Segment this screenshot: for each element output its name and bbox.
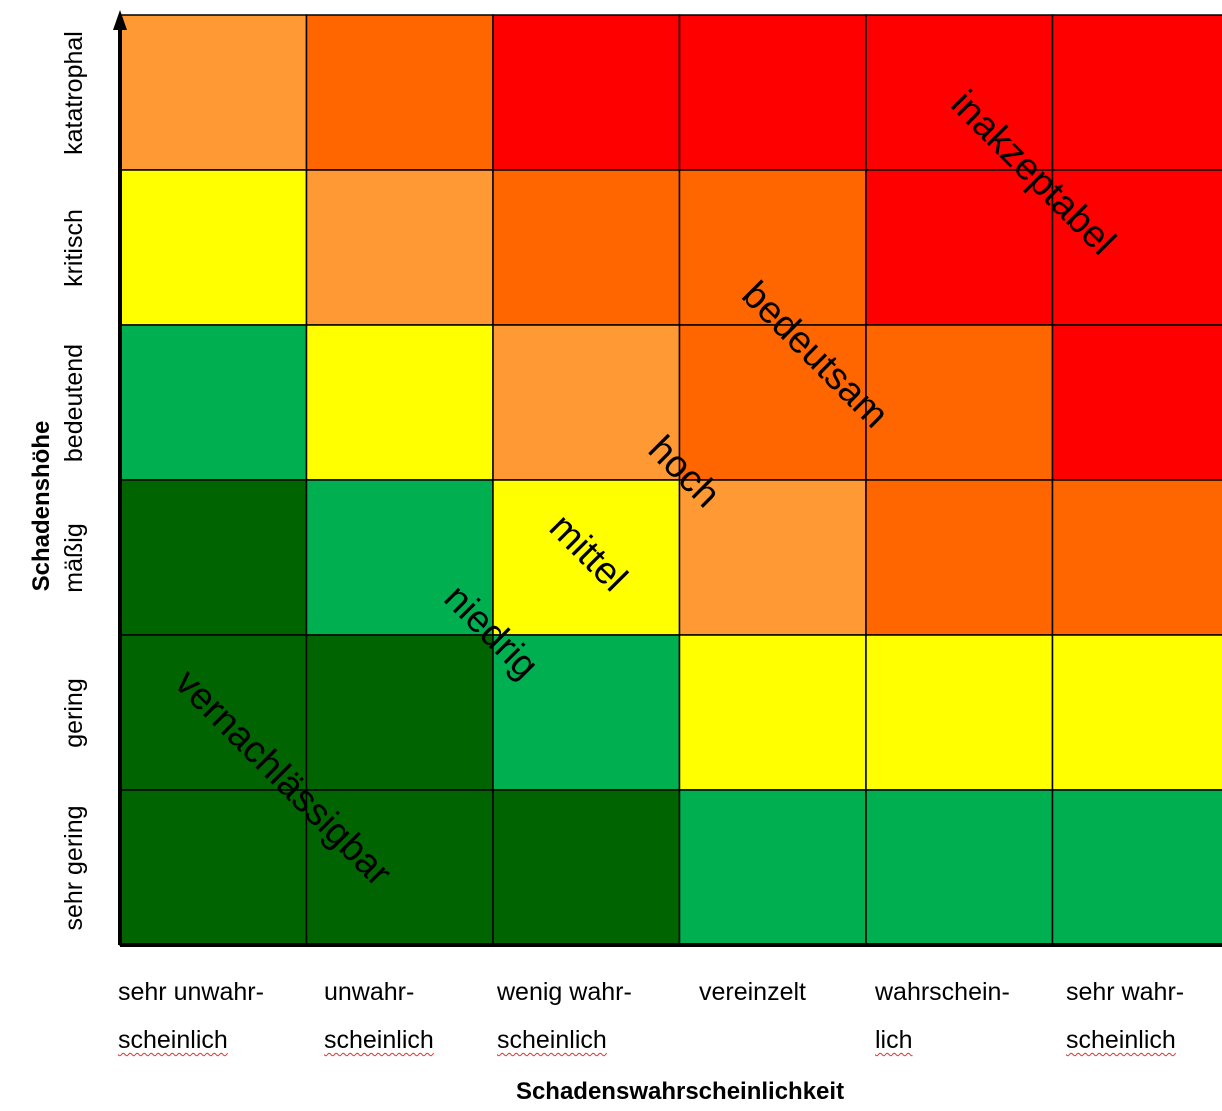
matrix-cell (492, 169, 681, 326)
x-tick-label: sehr wahr-scheinlich (1066, 968, 1222, 1064)
matrix-cell (492, 324, 681, 481)
matrix-cell (119, 14, 308, 171)
matrix-cell (678, 14, 867, 171)
x-tick-line2: scheinlich (1066, 1026, 1176, 1054)
y-tick-label: gering (60, 677, 88, 748)
matrix-cell (119, 324, 308, 481)
x-tick-label: wenig wahr-scheinlich (497, 968, 677, 1064)
matrix-cells (119, 14, 1222, 946)
matrix-cell (678, 324, 867, 481)
matrix-cell (305, 789, 494, 946)
matrix-cell (865, 634, 1054, 791)
matrix-cell (1051, 634, 1222, 791)
matrix-cell (305, 479, 494, 636)
matrix-cell (305, 634, 494, 791)
matrix-cell (119, 479, 308, 636)
x-tick-label: vereinzelt (699, 968, 879, 1016)
matrix-cell (678, 479, 867, 636)
x-axis-label: Schadenswahrscheinlichkeit (515, 1078, 845, 1105)
matrix-cell (1051, 324, 1222, 481)
x-tick-line1: unwahr- (324, 978, 415, 1006)
y-tick-label: kritisch (60, 208, 88, 287)
matrix-cell (1051, 479, 1222, 636)
matrix-cell (119, 789, 308, 946)
matrix-cell (865, 169, 1054, 326)
matrix-cell (865, 14, 1054, 171)
x-tick-label: wahrschein-lich (875, 968, 1055, 1064)
x-tick-line1: wenig wahr- (497, 978, 632, 1006)
matrix-cell (1051, 789, 1222, 946)
matrix-cell (678, 169, 867, 326)
x-tick-line1: vereinzelt (699, 978, 806, 1006)
matrix-cell (1051, 14, 1222, 171)
x-tick-line1: sehr wahr- (1066, 978, 1185, 1006)
x-tick-line2: scheinlich (497, 1026, 607, 1054)
x-tick-line2: scheinlich (324, 1026, 434, 1054)
matrix-cell (865, 479, 1054, 636)
matrix-cell (492, 634, 681, 791)
risk-matrix (113, 10, 1222, 947)
matrix-cell (305, 14, 494, 171)
matrix-cell (119, 169, 308, 326)
x-tick-line1: wahrschein- (875, 978, 1010, 1006)
matrix-cell (492, 14, 681, 171)
matrix-cell (305, 324, 494, 481)
matrix-cell (678, 789, 867, 946)
matrix-cell (305, 169, 494, 326)
x-tick-label: unwahr-scheinlich (324, 968, 504, 1064)
matrix-cell (678, 634, 867, 791)
matrix-cell (492, 789, 681, 946)
x-tick-line2: lich (875, 1026, 913, 1054)
x-tick-line2: scheinlich (118, 1026, 228, 1054)
matrix-cell (865, 324, 1054, 481)
y-axis-arrow (113, 10, 127, 30)
matrix-cell (119, 634, 308, 791)
y-tick-label: katatrophal (60, 30, 88, 155)
matrix-cell (1051, 169, 1222, 326)
y-tick-label: sehr gering (60, 804, 88, 931)
x-tick-line1: sehr unwahr- (118, 978, 264, 1006)
x-tick-label: sehr unwahr-scheinlich (118, 968, 298, 1064)
matrix-cell (492, 479, 681, 636)
y-axis-label: Schadenshöhe (28, 420, 55, 592)
matrix-cell (865, 789, 1054, 946)
